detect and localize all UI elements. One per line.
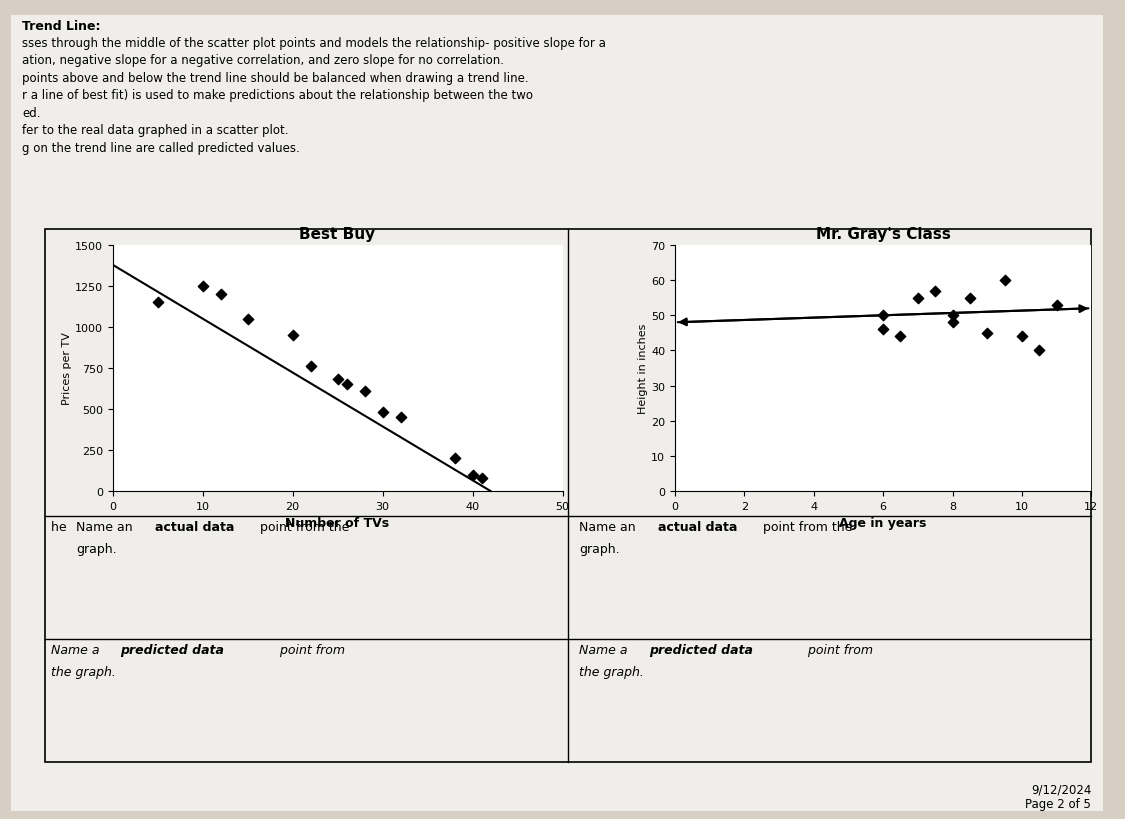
Point [1012, 330, 1030, 343]
Point [338, 378, 356, 391]
Text: the graph.: the graph. [579, 665, 645, 678]
Text: 9/12/2024
Page 2 of 5: 9/12/2024 Page 2 of 5 [1025, 782, 1091, 810]
Point [302, 360, 319, 373]
Point [1047, 299, 1065, 312]
Point [909, 292, 927, 305]
Text: Name an: Name an [579, 520, 640, 533]
Point [1030, 345, 1048, 358]
Text: Name an: Name an [76, 520, 137, 533]
X-axis label: Age in years: Age in years [839, 517, 927, 530]
Point [238, 313, 256, 326]
Point [356, 385, 374, 398]
Point [874, 310, 892, 323]
Point [193, 280, 212, 293]
Point [284, 329, 302, 342]
Text: Trend Line:: Trend Line: [22, 20, 101, 34]
Point [464, 468, 482, 482]
Point [148, 296, 166, 310]
Text: the graph.: the graph. [51, 665, 116, 678]
Text: sses through the middle of the scatter plot points and models the relationship- : sses through the middle of the scatter p… [22, 37, 606, 155]
Text: predicted data: predicted data [120, 643, 224, 656]
Text: point from: point from [804, 643, 873, 656]
Point [212, 288, 230, 301]
Point [961, 292, 979, 305]
Title: Mr. Gray's Class: Mr. Gray's Class [816, 227, 951, 242]
Text: Name a: Name a [579, 643, 632, 656]
Text: point from: point from [276, 643, 344, 656]
Text: actual data: actual data [155, 520, 235, 533]
Point [944, 316, 962, 329]
Point [891, 330, 909, 343]
Point [328, 373, 346, 387]
Point [472, 472, 490, 485]
Text: Name a: Name a [51, 643, 104, 656]
Text: predicted data: predicted data [649, 643, 753, 656]
Title: Best Buy: Best Buy [299, 227, 376, 242]
Text: graph.: graph. [579, 542, 620, 555]
Y-axis label: Height in inches: Height in inches [638, 324, 648, 414]
Point [374, 406, 391, 419]
Point [979, 327, 997, 340]
Point [944, 310, 962, 323]
Y-axis label: Prices per TV: Prices per TV [62, 333, 72, 405]
Text: point from the: point from the [759, 520, 853, 533]
Text: he: he [51, 520, 70, 533]
Text: point from the: point from the [256, 520, 350, 533]
Point [926, 285, 944, 298]
Text: graph.: graph. [76, 542, 117, 555]
Point [874, 324, 892, 337]
Text: actual data: actual data [658, 520, 738, 533]
X-axis label: Number of TVs: Number of TVs [286, 517, 389, 530]
Point [996, 274, 1014, 287]
FancyBboxPatch shape [11, 16, 1102, 811]
Point [392, 411, 410, 424]
Point [446, 452, 463, 465]
